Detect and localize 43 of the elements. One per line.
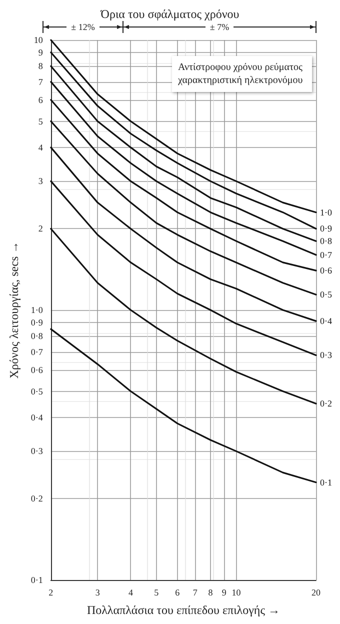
x-tick-label: 6 [175,588,180,598]
y-tick-label: 6 [38,94,44,105]
series-label: 0·6 [320,266,332,276]
y-tick-label: 1·0 [30,305,44,315]
x-axis-title: Πολλαπλάσια του επίπεδου επιλογής → [86,603,280,617]
x-tick-label: 10 [232,588,242,598]
y-tick-label: 0·8 [30,331,44,342]
y-tick-label: 0·7 [30,346,44,357]
y-tick-label: 0·4 [30,412,44,422]
series-label: 0·2 [320,398,332,409]
x-tick-label: 2 [48,588,54,598]
series-label: 0·7 [320,250,332,260]
y-tick-label: 0·5 [30,386,44,396]
series-label: 1·0 [320,207,332,218]
y-tick-label: 0·1 [30,575,43,585]
x-tick-label: 8 [208,588,214,598]
y-tick-label: 2 [38,224,43,234]
x-tick-label: 3 [95,588,100,598]
y-tick-label: 5 [38,116,44,126]
y-tick-label: 8 [38,61,44,72]
y-tick-label: 0·9 [30,317,44,328]
annotation: Αντίστροφου χρόνου ρεύματος χαρακτηριστική ηλεκτρονόμου [172,56,312,92]
y-tick-label: 0·6 [30,364,44,375]
x-tick-label: 7 [192,588,198,598]
series-label: 0·1 [320,477,332,488]
series-label: 0·5 [320,290,332,300]
series-label: 0·9 [320,224,332,234]
x-tick-label: 9 [222,588,227,598]
series-label: 0·3 [320,350,332,360]
x-tick-label: 5 [154,588,160,598]
y-axis-title: Χρόνος λειτουργίας, secs → [7,241,21,379]
x-tick-label: 4 [128,588,134,598]
chart-title: Όρια του σφάλματος χρόνου [100,7,240,21]
x-tick-label: 20 [312,588,321,598]
series-label: 0·8 [320,236,332,246]
y-tick-label: 0·3 [30,446,44,456]
y-tick-label: 9 [38,47,44,58]
y-tick-label: 10 [34,35,44,45]
y-tick-label: 3 [38,176,44,186]
series-label: 0·4 [320,316,332,326]
y-tick-label: 4 [38,142,44,152]
y-tick-label: 7 [38,76,44,87]
y-tick-label: 0·2 [30,494,43,504]
